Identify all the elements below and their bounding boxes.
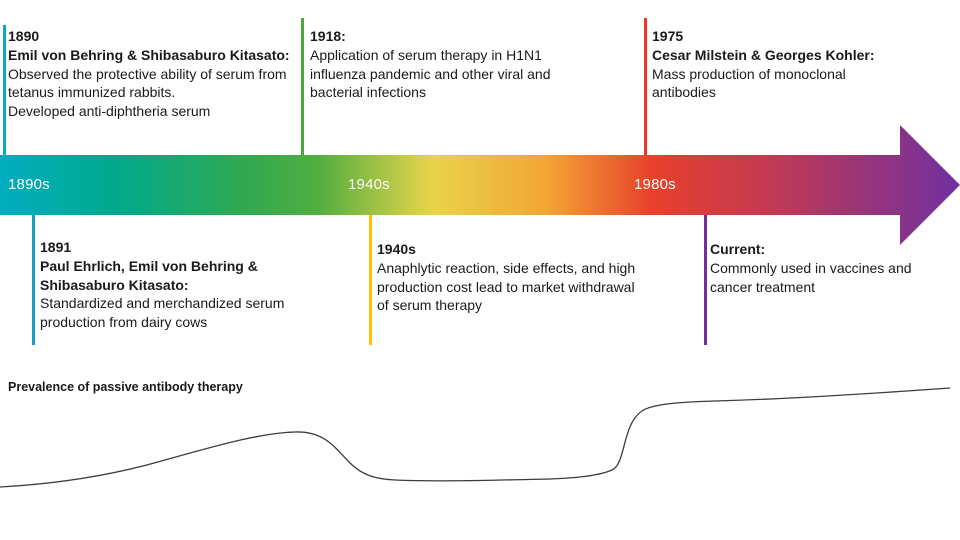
- event-block: 1975 Cesar Milstein & Georges Kohler: Ma…: [652, 27, 892, 102]
- arrow-decade-label: 1890s: [8, 176, 50, 193]
- event-year: 1890: [8, 28, 40, 44]
- arrow-decade-label: 1940s: [348, 176, 390, 193]
- tick-line: [301, 18, 304, 155]
- tick-line: [369, 215, 372, 345]
- timeline-arrow: [0, 125, 960, 245]
- tick-line: [32, 215, 35, 345]
- event-block: 1918: Application of serum therapy in H1…: [310, 27, 572, 102]
- event-body: Anaphlytic reaction, side effects, and h…: [377, 259, 636, 314]
- event-body: Standardized and merchandized serum prod…: [40, 295, 285, 330]
- tick-line: [3, 25, 6, 155]
- event-block: Current: Commonly used in vaccines and c…: [710, 240, 930, 296]
- event-block: 1890 Emil von Behring & Shibasaburo Kita…: [8, 27, 300, 121]
- event-body: Commonly used in vaccines and cancer tre…: [710, 259, 912, 295]
- event-block: 1940s Anaphlytic reaction, side effects,…: [377, 240, 639, 315]
- event-title: Cesar Milstein & Georges Kohler:: [652, 46, 875, 63]
- prevalence-curve: [0, 387, 951, 488]
- event-title: Paul Ehrlich, Emil von Behring & Shibasa…: [40, 257, 258, 293]
- event-body: Application of serum therapy in H1N1 inf…: [310, 46, 551, 101]
- event-body: Observed the protective ability of serum…: [8, 65, 287, 120]
- arrow-decade-label: 1980s: [634, 176, 676, 193]
- event-year: 1918:: [310, 28, 346, 44]
- prevalence-label: Prevalence of passive antibody therapy: [8, 380, 243, 394]
- event-year: Current:: [710, 241, 766, 257]
- event-block: 1891 Paul Ehrlich, Emil von Behring & Sh…: [40, 238, 292, 332]
- event-year: 1940s: [377, 241, 416, 257]
- event-body: Mass production of monoclonal antibodies: [652, 65, 846, 101]
- event-title: Emil von Behring & Shibasaburo Kitasato:: [8, 46, 290, 63]
- tick-line: [704, 215, 707, 345]
- event-year: 1975: [652, 28, 684, 44]
- event-year: 1891: [40, 239, 72, 255]
- tick-line: [644, 18, 647, 155]
